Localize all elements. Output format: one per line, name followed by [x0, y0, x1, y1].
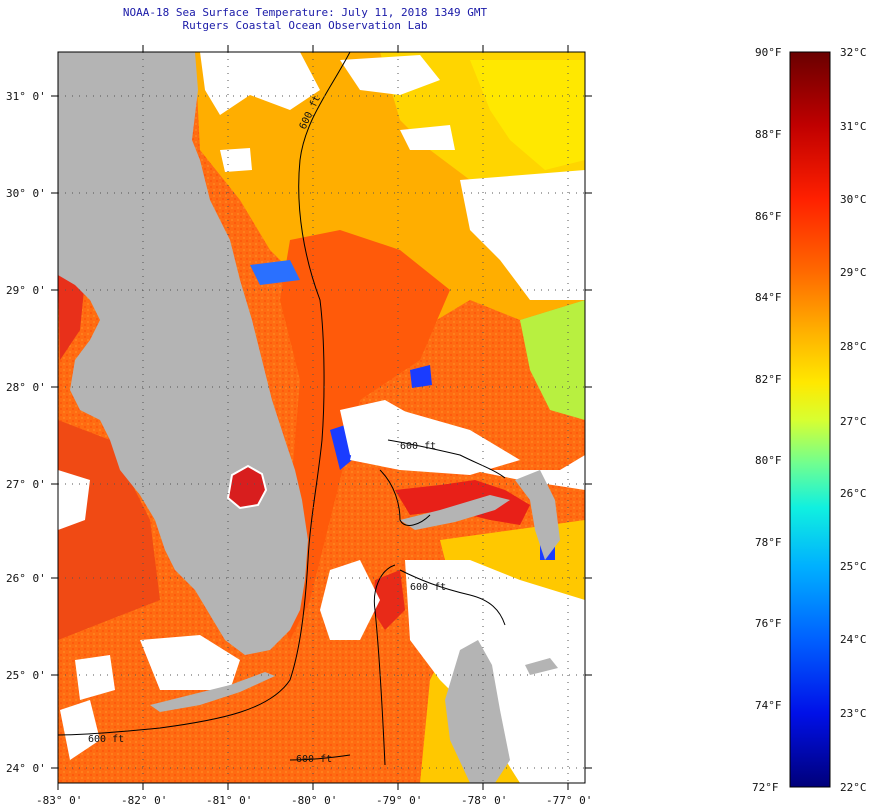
contour-label: 600 ft [410, 582, 446, 593]
lon-label: -77° 0' [546, 794, 592, 807]
grand-bahama-island [400, 495, 510, 530]
lat-label: 31° 0' [6, 90, 46, 103]
cloud-cover [58, 52, 585, 783]
bahamas-hot-patch [395, 480, 530, 525]
lat-label: 27° 0' [6, 478, 46, 491]
lon-label: -79° 0' [376, 794, 422, 807]
lon-label: -80° 0' [291, 794, 337, 807]
contour-label: 600 ft [296, 754, 332, 765]
gulf-hot-patch [58, 270, 85, 360]
gulf-stream-core [270, 230, 450, 640]
atlantic-northeast-yellow [470, 60, 585, 170]
cold-water-spot-2 [250, 260, 300, 285]
lon-label: -83° 0' [36, 794, 82, 807]
lat-lon-grid [58, 52, 585, 783]
depth-contours [58, 52, 506, 766]
map-title: NOAA-18 Sea Surface Temperature: July 11… [122, 6, 488, 19]
lat-label: 24° 0' [6, 762, 46, 775]
florida-keys [150, 672, 275, 712]
lat-label: 26° 0' [6, 572, 46, 585]
contour-label: 600 ft [400, 441, 436, 452]
lon-label: -78° 0' [461, 794, 507, 807]
small-island [525, 658, 558, 675]
bahamas-hot-patch-2 [372, 570, 405, 630]
cold-water-spot-3 [410, 365, 432, 388]
andros-island [445, 640, 510, 783]
lat-label: 30° 0' [6, 187, 46, 200]
map-subtitle: Rutgers Coastal Ocean Observation Lab [182, 19, 428, 32]
axis-ticks [51, 45, 592, 790]
lat-label: 28° 0' [6, 381, 46, 394]
lon-label: -81° 0' [206, 794, 252, 807]
lon-label: -82° 0' [121, 794, 167, 807]
gulf-hot-patch-2 [58, 420, 160, 640]
lat-label: 25° 0' [6, 669, 46, 682]
contour-label: 600 ft [88, 734, 124, 745]
lat-label: 29° 0' [6, 284, 46, 297]
lake-okeechobee [226, 464, 268, 510]
green-patch [520, 300, 585, 420]
great-abaco-island [515, 470, 560, 560]
map-frame [57, 51, 586, 784]
